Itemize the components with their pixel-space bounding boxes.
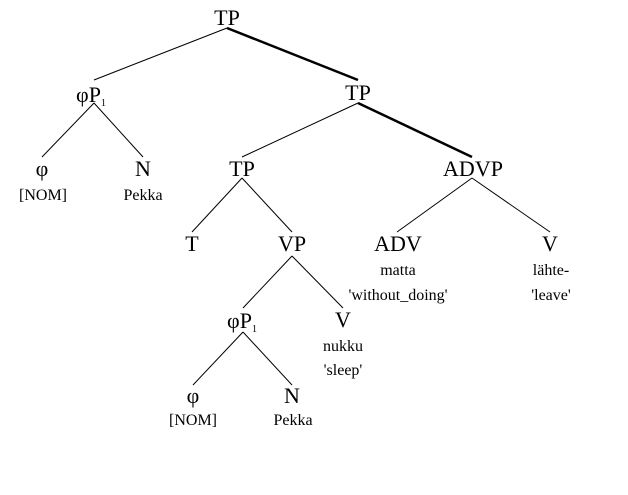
node-tp-root: TP	[214, 5, 240, 30]
node-nom-top: [NOM]	[19, 187, 67, 204]
node-adv: ADV	[374, 231, 422, 256]
node-vp: VP	[278, 231, 306, 256]
edge-vp-phip	[243, 256, 292, 308]
node-nukku: nukku	[323, 338, 363, 355]
node-n-low: N	[284, 383, 300, 408]
node-n-top: N	[135, 156, 151, 181]
node-phip-low-index: 1	[252, 324, 257, 335]
edge-phip-low-n	[243, 332, 292, 385]
node-phip-top: φP1	[76, 82, 106, 109]
edge-advp-v	[472, 178, 550, 232]
tree-edges	[42, 28, 550, 385]
node-pekka-low: Pekka	[273, 412, 312, 429]
edge-phip-phi	[42, 103, 94, 157]
node-nom-low: [NOM]	[169, 412, 217, 429]
node-tp-mid: TP	[345, 80, 371, 105]
node-advp: ADVP	[443, 156, 503, 181]
node-matta: matta	[380, 262, 416, 279]
node-leave: 'leave'	[531, 287, 571, 304]
edge-tp-root-tp-mid	[227, 28, 358, 80]
node-phi-low: φ	[187, 383, 200, 408]
node-lahte: lähte-	[533, 262, 569, 279]
edge-tp-low-vp	[242, 178, 292, 232]
node-without-doing: 'without_doing'	[348, 287, 447, 304]
node-phip-top-index: 1	[101, 98, 106, 109]
edge-tp-low-t	[192, 178, 242, 232]
node-phip-low-label: φP	[227, 308, 252, 333]
edge-tp-mid-tp-low	[242, 103, 358, 157]
node-phip-low: φP1	[227, 308, 257, 335]
edge-tp-root-phip	[94, 28, 227, 80]
node-phi-top: φ	[36, 156, 49, 181]
node-v-right: V	[542, 231, 558, 256]
node-pekka-top: Pekka	[123, 187, 162, 204]
edge-phip-low-phi	[193, 332, 243, 385]
edge-advp-adv	[397, 178, 472, 232]
edge-tp-mid-advp	[358, 103, 472, 157]
node-v-mid: V	[335, 307, 351, 332]
edge-vp-v	[292, 256, 343, 308]
node-sleep: 'sleep'	[324, 362, 363, 379]
node-t: T	[185, 231, 199, 256]
node-tp-low: TP	[229, 156, 255, 181]
node-phip-top-label: φP	[76, 82, 101, 107]
edge-phip-n	[94, 103, 143, 157]
